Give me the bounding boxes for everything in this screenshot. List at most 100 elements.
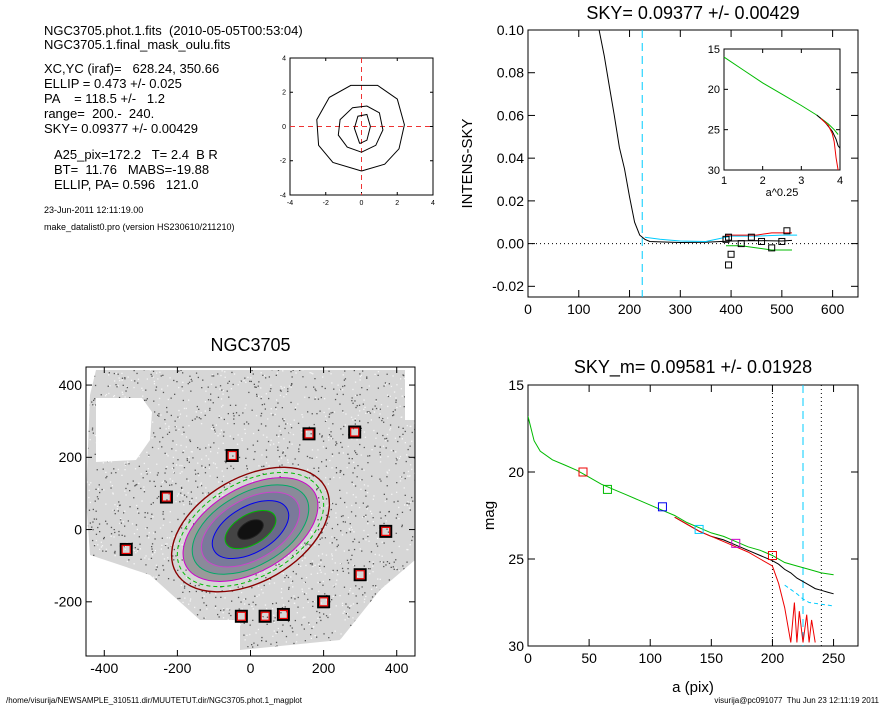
noise-pixel — [100, 589, 102, 592]
noise-pixel — [237, 649, 240, 650]
noise-pixel — [342, 433, 344, 436]
noise-pixel — [113, 395, 115, 398]
noise-pixel — [222, 404, 224, 406]
noise-pixel — [368, 561, 371, 563]
noise-pixel — [411, 413, 413, 415]
noise-pixel — [326, 505, 328, 507]
noise-pixel — [328, 416, 330, 418]
noise-pixel — [178, 610, 180, 612]
noise-pixel — [89, 651, 90, 652]
noise-pixel — [131, 612, 133, 614]
noise-pixel — [335, 512, 337, 514]
sky-marker — [725, 261, 733, 269]
noise-pixel — [118, 396, 121, 399]
noise-pixel — [343, 425, 345, 428]
noise-pixel — [309, 457, 311, 459]
noise-pixel — [276, 399, 278, 401]
noise-pixel — [181, 471, 183, 473]
noise-pixel — [362, 370, 364, 372]
noise-pixel — [407, 501, 409, 503]
noise-pixel — [86, 481, 88, 483]
noise-pixel — [153, 400, 155, 402]
noise-pixel — [340, 441, 342, 444]
noise-pixel — [298, 450, 300, 453]
noise-pixel — [307, 468, 309, 471]
noise-pixel — [379, 413, 381, 415]
noise-pixel — [311, 449, 314, 451]
noise-pixel — [143, 489, 145, 491]
noise-pixel — [280, 572, 283, 574]
noise-pixel — [201, 458, 203, 460]
noise-pixel — [228, 396, 230, 398]
noise-pixel — [343, 473, 345, 476]
noise-pixel — [204, 466, 206, 469]
noise-pixel — [155, 569, 157, 571]
noise-pixel — [336, 579, 338, 581]
noise-pixel — [183, 504, 185, 506]
noise-pixel — [249, 624, 251, 626]
noise-pixel — [102, 462, 104, 464]
noise-pixel — [200, 412, 202, 414]
noise-pixel — [304, 542, 306, 544]
noise-pixel — [110, 591, 113, 593]
noise-pixel — [138, 512, 140, 514]
masked-star — [119, 542, 133, 556]
noise-pixel — [119, 579, 121, 582]
noise-pixel — [331, 438, 334, 440]
noise-pixel — [239, 624, 241, 626]
noise-pixel — [310, 573, 312, 575]
noise-pixel — [300, 428, 302, 430]
noise-pixel — [355, 502, 357, 504]
noise-pixel — [112, 594, 115, 596]
noise-pixel — [107, 385, 109, 387]
noise-pixel — [275, 602, 277, 604]
noise-pixel — [129, 506, 131, 508]
noise-pixel — [215, 593, 217, 595]
noise-pixel — [324, 398, 326, 400]
noise-pixel — [331, 553, 333, 555]
noise-pixel — [358, 506, 361, 509]
noise-pixel — [110, 636, 112, 638]
noise-pixel — [159, 588, 161, 590]
noise-pixel — [258, 381, 260, 383]
noise-pixel — [192, 457, 194, 459]
noise-pixel — [169, 521, 171, 523]
noise-pixel — [113, 372, 115, 375]
noise-pixel — [353, 654, 354, 655]
noise-pixel — [402, 433, 404, 435]
noise-pixel — [174, 420, 176, 422]
noise-pixel — [158, 397, 161, 400]
noise-pixel — [244, 603, 246, 605]
sky-ytick-label: 0.02 — [497, 193, 524, 209]
noise-pixel — [163, 518, 165, 520]
noise-pixel — [125, 494, 127, 496]
noise-pixel — [209, 592, 211, 594]
noise-pixel — [399, 405, 401, 407]
noise-pixel — [146, 527, 148, 529]
noise-pixel — [322, 580, 324, 583]
noise-pixel — [385, 437, 388, 440]
noise-pixel — [175, 444, 178, 446]
noise-pixel — [189, 501, 191, 503]
noise-pixel — [148, 532, 150, 534]
noise-pixel — [113, 530, 115, 532]
noise-pixel — [226, 608, 228, 610]
noise-pixel — [109, 611, 111, 614]
noise-pixel — [93, 635, 95, 638]
noise-pixel — [110, 472, 113, 474]
noise-pixel — [325, 514, 328, 516]
noise-pixel — [313, 467, 315, 469]
noise-pixel — [358, 588, 360, 590]
noise-pixel — [379, 451, 381, 454]
noise-pixel — [348, 528, 350, 530]
noise-pixel — [375, 407, 378, 410]
noise-pixel — [330, 412, 332, 414]
noise-pixel — [416, 499, 417, 500]
noise-pixel — [213, 375, 215, 377]
noise-pixel — [185, 569, 187, 571]
noise-pixel — [240, 601, 242, 603]
noise-pixel — [141, 387, 143, 389]
galaxy-ytick-label: 0 — [74, 521, 82, 537]
noise-pixel — [383, 522, 385, 525]
noise-pixel — [404, 377, 406, 380]
